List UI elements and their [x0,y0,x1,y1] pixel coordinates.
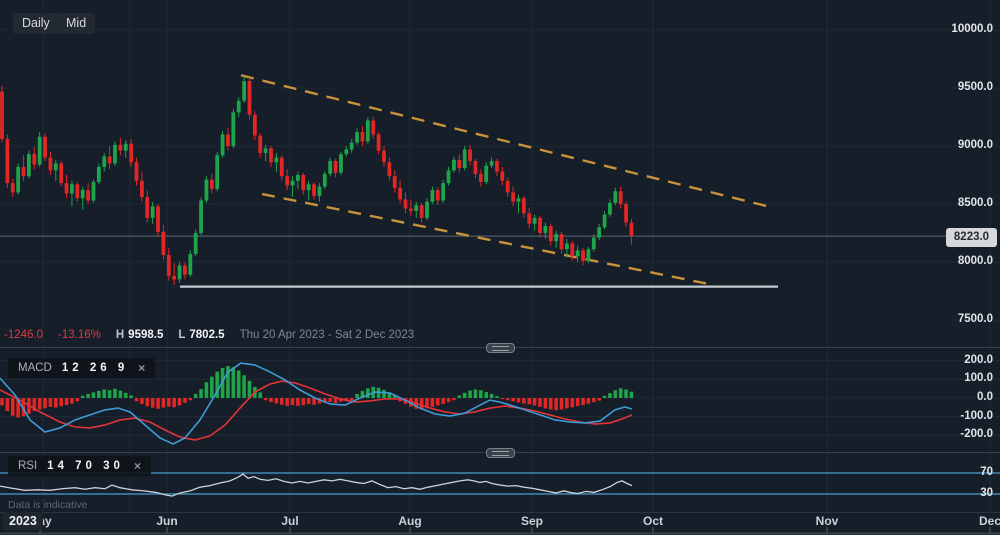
macd-params: 12 26 9 [61,362,129,374]
period-low: L 7802.5 [178,329,225,341]
macd-tick-label: 100.0 [964,372,993,385]
month-label-oct: Oct [642,514,664,528]
month-label-dec: Dec [978,514,1000,528]
price-tick-label: 8500.0 [957,197,993,209]
macd-tick-label: -100.0 [960,409,993,422]
macd-tick-label: -200.0 [960,428,993,441]
rsi-close-icon[interactable]: × [133,459,141,473]
price-tick-label: 9500.0 [957,81,993,93]
price-tick-label: 9000.0 [957,139,993,151]
month-label-jul: Jul [281,514,299,528]
macd-close-icon[interactable]: × [138,361,146,375]
data-indicative-note: Data is indicative [8,499,88,511]
macd-panel-resize-handle[interactable] [486,343,515,353]
date-range: Thu 20 Apr 2023 - Sat 2 Dec 2023 [239,329,415,341]
period-high: H 9598.5 [115,329,164,341]
macd-signal-line [0,380,633,441]
month-label-aug: Aug [398,514,422,528]
month-label-nov: Nov [815,514,839,528]
rsi-label: RSI [18,460,38,472]
month-label-jun: Jun [156,514,178,528]
rsi-indicator-badge: RSI 14 70 30 × [8,456,151,476]
rsi-tick-label: 70 [980,466,993,478]
rsi-params: 14 70 30 [47,460,124,472]
upper-trendline [240,74,771,209]
lower-trendline [261,192,710,286]
change-value: -1246.0 [4,329,44,341]
change-percent: -13.16% [58,329,101,341]
macd-line [0,362,633,445]
price-type-mid-button[interactable]: Mid [57,13,96,34]
macd-indicator-badge: MACD 12 26 9 × [8,358,156,378]
rsi-tick-label: 30 [980,487,993,499]
price-tick-label: 8000.0 [957,255,993,267]
price-tick-label: 10000.0 [951,23,993,35]
rsi-panel-resize-handle[interactable] [486,448,515,458]
macd-tick-label: 200.0 [964,353,993,366]
rsi-line [0,473,633,497]
macd-label: MACD [18,362,52,374]
current-price-badge: 8223.0 [946,228,997,247]
interval-daily-button[interactable]: Daily [13,13,59,34]
macd-tick-label: 0.0 [977,391,993,403]
price-tick-label: 7500.0 [957,313,993,325]
month-label-sep: Sep [520,514,544,528]
year-badge: 2023 [3,512,43,530]
stats-bar: -1246.0 -13.16% H 9598.5 L 7802.5 Thu 20 A… [4,329,414,341]
